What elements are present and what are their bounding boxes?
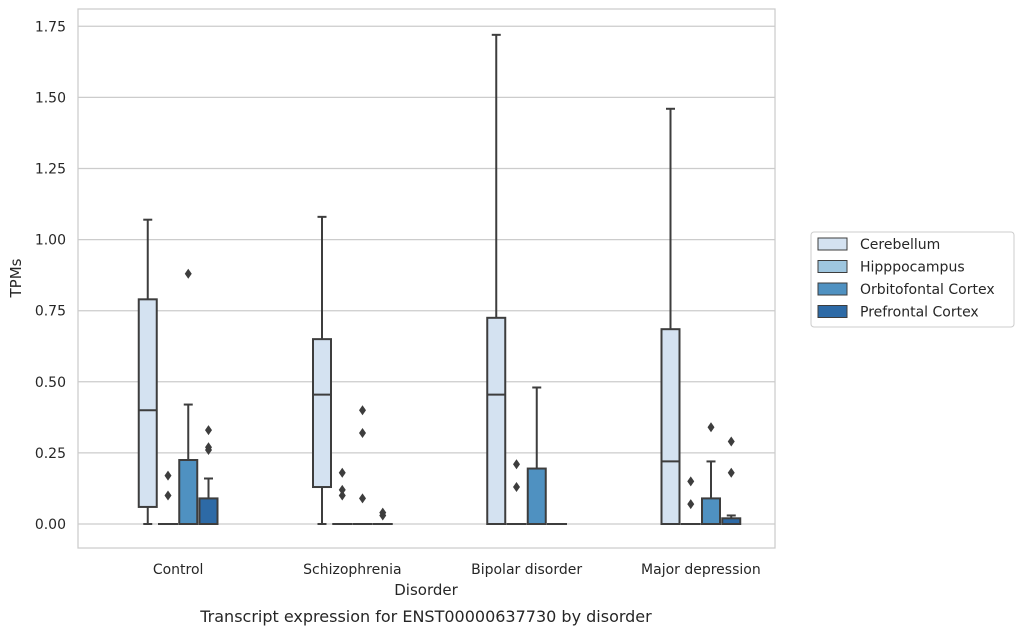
plot-background	[78, 9, 775, 548]
box-hipppocampus	[506, 459, 527, 526]
outlier-point	[338, 484, 346, 495]
legend-swatch	[817, 237, 848, 251]
outlier-point	[727, 436, 735, 447]
outlier-point	[164, 470, 172, 481]
outlier-point	[379, 507, 387, 518]
box-body	[526, 467, 547, 525]
outlier-point	[359, 405, 366, 416]
box-body	[178, 459, 199, 526]
legend-label: Orbitofontal Cortex	[860, 282, 995, 298]
y-tick-label: 1.00	[35, 233, 66, 249]
y-axis-title: TPMs	[7, 258, 25, 298]
plot-frame	[77, 8, 776, 549]
box-cerebellum	[137, 218, 158, 525]
outlier-point	[205, 442, 212, 453]
box-hipppocampus	[680, 476, 701, 526]
box-body	[660, 328, 681, 525]
outlier-point	[338, 467, 346, 478]
y-tick-label: 0.00	[35, 517, 66, 533]
legend-label: Prefrontal Cortex	[860, 305, 979, 321]
legend-swatch	[817, 282, 848, 296]
x-tick-labels: Control Schizophrenia Bipolar disorder Majo…	[153, 562, 761, 578]
outlier-point	[707, 422, 715, 433]
y-tick-label: 0.25	[35, 446, 66, 462]
outlier-point	[687, 499, 695, 510]
box-prefrontal-cortex	[372, 507, 393, 526]
legend-swatch	[817, 260, 848, 273]
outlier-point	[205, 425, 212, 436]
y-tick-label: 1.50	[35, 90, 66, 106]
legend-label: Cerebellum	[860, 237, 940, 253]
legend-label: Hipppocampus	[860, 260, 965, 276]
box-orbitofontal-cortex	[701, 422, 721, 525]
box-body	[701, 497, 721, 525]
outlier-point	[727, 467, 735, 478]
legend: Cerebellum Hipppocampus Orbitofontal Corte…	[810, 231, 1015, 328]
box-groups	[137, 33, 742, 526]
box-prefrontal-cortex	[721, 436, 742, 526]
box-cerebellum	[660, 107, 681, 525]
box-body	[486, 316, 507, 525]
x-tick-label: Schizophrenia	[303, 562, 401, 578]
x-tick-label: Major depression	[641, 562, 761, 578]
box-body	[198, 497, 219, 525]
y-tick-label: 1.75	[35, 19, 66, 35]
outlier-point	[513, 459, 520, 470]
x-tick-label: Bipolar disorder	[471, 562, 582, 578]
outlier-point	[687, 476, 695, 487]
figure-caption: Transcript expression for ENST0000063773…	[199, 607, 652, 626]
box-orbitofontal-cortex	[178, 268, 199, 526]
outlier-point	[338, 490, 346, 501]
outlier-point	[513, 482, 520, 493]
outlier-point	[164, 490, 172, 501]
outlier-point	[359, 427, 366, 438]
y-tick-labels: 0.00 0.25 0.50 0.75 1.00 1.25 1.50 1.75	[35, 19, 66, 533]
legend-swatch	[817, 305, 848, 318]
box-orbitofontal-cortex	[526, 386, 547, 525]
box-prefrontal-cortex	[198, 425, 219, 525]
box-cerebellum	[486, 33, 507, 525]
y-tick-label: 0.75	[35, 304, 66, 320]
box-hipppocampus	[332, 467, 353, 526]
legend-frame	[810, 231, 1015, 328]
y-tick-label: 0.50	[35, 375, 66, 391]
box-orbitofontal-cortex	[352, 405, 373, 526]
box-cerebellum	[312, 215, 332, 525]
box-body	[312, 338, 332, 489]
x-tick-label: Control	[153, 562, 204, 578]
y-tick-label: 1.25	[35, 162, 66, 178]
x-axis-title: Disorder	[394, 581, 458, 599]
outlier-point	[184, 268, 192, 279]
box-body	[137, 298, 158, 508]
box-hipppocampus	[158, 470, 178, 526]
outlier-point	[359, 493, 366, 504]
